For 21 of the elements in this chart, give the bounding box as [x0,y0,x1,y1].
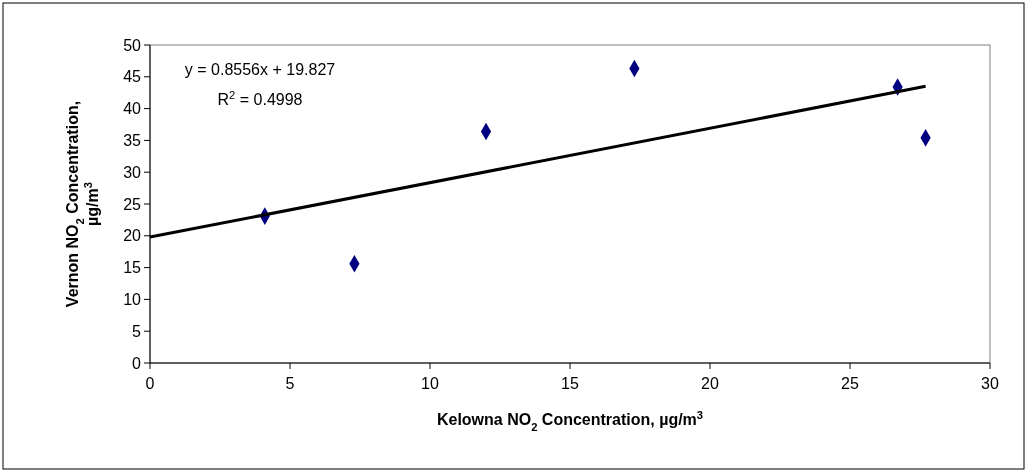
y-tick-label: 15 [123,259,142,277]
y-tick-label: 20 [123,227,142,245]
y-tick-label: 25 [123,195,142,213]
y-tick-label: 5 [132,322,142,340]
y-tick-label: 45 [123,68,142,86]
y-tick-label: 40 [123,100,142,118]
x-axis-title: Kelowna NO$_{2}$ Concentration, µg/m$^{3}$ [436,409,704,433]
x-tick-label: 25 [841,375,859,392]
x-tick-label: 15 [561,375,579,392]
annotation: y = 0.8556x + 19.827 [184,61,336,78]
x-tick-label: 20 [701,375,719,392]
y-tick-label: 10 [123,291,142,308]
y-tick-label: 30 [123,163,142,181]
x-tick-label: 30 [981,375,999,392]
x-tick-label: 10 [421,375,439,392]
annotation: R$^{2}$ = 0.4998 [217,89,303,108]
y-tick-label: 50 [123,36,142,54]
y-tick-label: 35 [123,132,142,149]
x-tick-label: 5 [285,375,295,392]
y-tick-label: 0 [132,354,142,372]
x-tick-label: 0 [145,375,155,392]
